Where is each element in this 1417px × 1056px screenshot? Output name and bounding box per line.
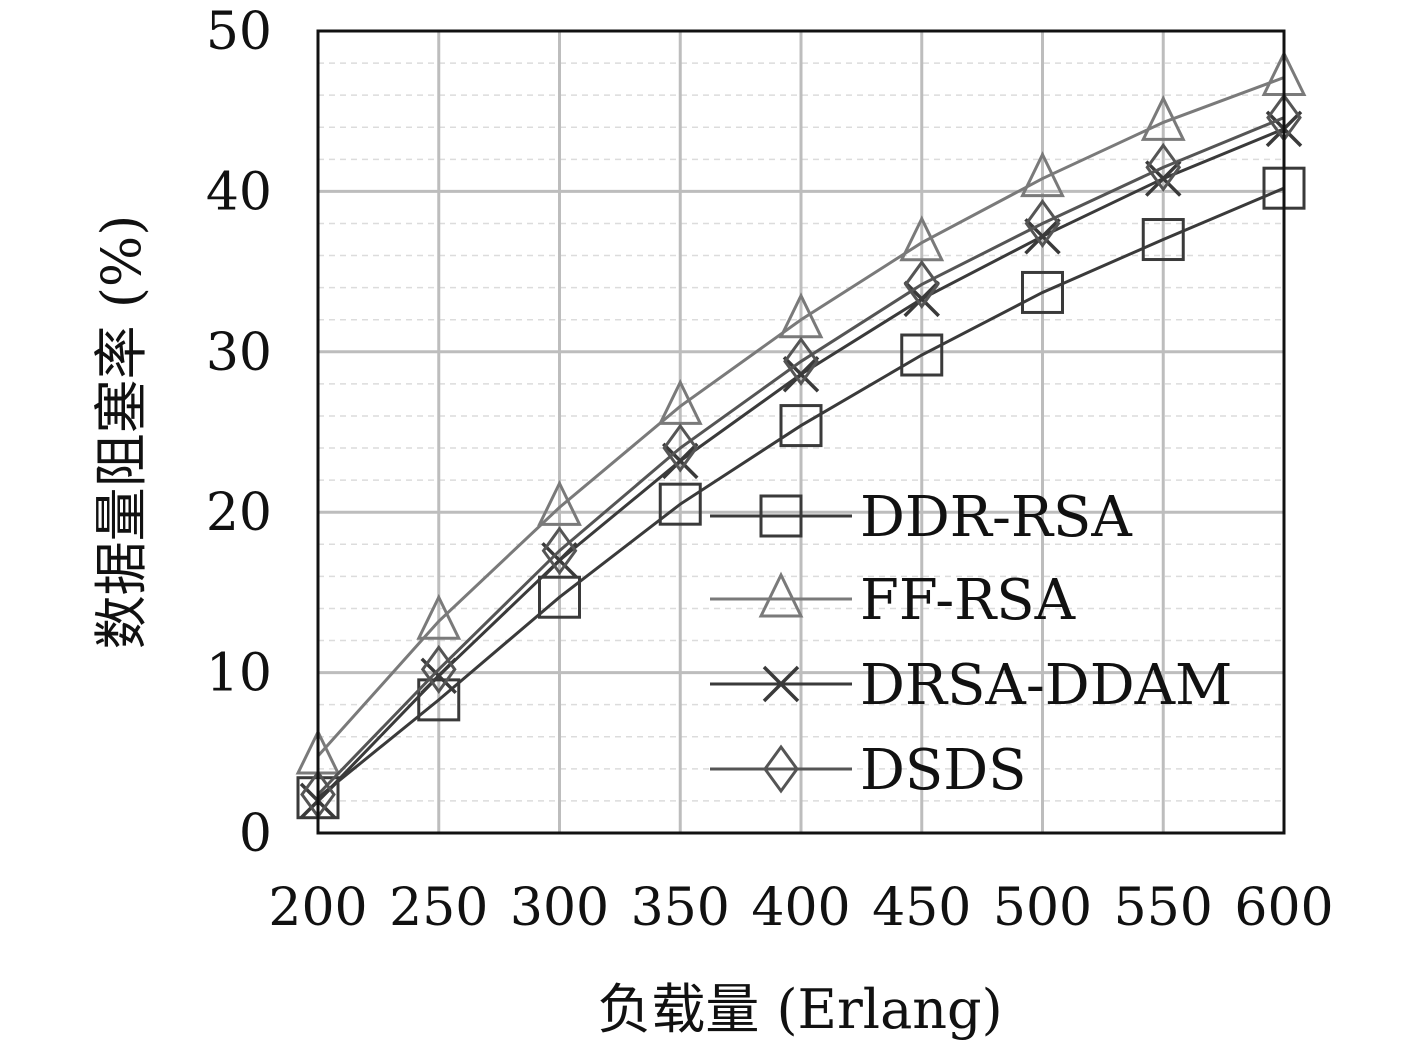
data-point-dsds	[903, 259, 940, 309]
data-point-drsa-ddam	[541, 542, 578, 579]
y-tick-label: 10	[206, 644, 272, 704]
series-ff-rsa	[295, 50, 1307, 775]
x-tick-label: 200	[268, 878, 367, 938]
data-point-drsa-ddam	[1024, 218, 1061, 255]
series-ddr-rsa	[296, 166, 1306, 820]
legend-marker	[763, 744, 799, 794]
data-point-ddr-rsa	[538, 575, 581, 619]
series-line-ff-rsa	[316, 76, 1285, 758]
data-point-ddr-rsa	[417, 678, 461, 722]
x-tick-label: 300	[510, 878, 609, 938]
legend: DDR-RSA FF-RSA DRSA-DDAM DSDS	[710, 485, 1232, 803]
x-tick-label: 400	[751, 878, 850, 938]
x-axis-label: 负载量 (Erlang)	[597, 978, 1002, 1041]
legend-label: DRSA-DDAM	[860, 653, 1232, 718]
data-point-dsds	[783, 336, 819, 386]
data-point-ddr-rsa	[900, 333, 944, 377]
data-point-dsds	[1024, 198, 1061, 249]
series-layer	[295, 50, 1307, 820]
series-line-ddr-rsa	[317, 186, 1285, 799]
legend-marker	[759, 494, 803, 538]
data-point-ff-rsa	[1020, 151, 1065, 198]
data-point-ddr-rsa	[1141, 218, 1185, 262]
legend-entry-ff-rsa: FF-RSA	[710, 568, 1076, 633]
x-tick-label: 600	[1234, 878, 1333, 938]
data-point-ff-rsa	[899, 215, 945, 262]
legend-entry-dsds: DSDS	[710, 738, 1027, 803]
y-tick-label: 0	[239, 804, 272, 864]
legend-label: FF-RSA	[860, 568, 1076, 633]
legend-marker	[762, 665, 800, 703]
data-point-ff-rsa	[416, 593, 462, 640]
legend-label: DSDS	[860, 738, 1027, 803]
x-tick-label: 500	[993, 878, 1092, 938]
legend-label: DDR-RSA	[860, 485, 1132, 550]
data-point-dsds	[1145, 142, 1182, 192]
x-tick-label: 550	[1114, 878, 1213, 938]
data-point-ddr-rsa	[779, 404, 823, 448]
data-point-dsds	[420, 644, 457, 694]
legend-marker	[758, 571, 804, 618]
data-point-ddr-rsa	[658, 482, 702, 526]
legend-entry-ddr-rsa: DDR-RSA	[710, 485, 1132, 550]
y-axis-label: 数据量阻塞率 (%)	[90, 215, 153, 650]
x-tick-label: 250	[389, 878, 488, 938]
series-line-dsds	[316, 116, 1285, 796]
data-point-ff-rsa	[537, 479, 582, 526]
data-point-drsa-ddam	[903, 280, 940, 318]
data-point-dsds	[541, 526, 578, 576]
data-point-drsa-ddam	[782, 356, 820, 393]
y-tick-label: 40	[206, 162, 272, 222]
y-tick-label: 50	[206, 2, 272, 62]
data-point-ff-rsa	[778, 292, 824, 339]
data-point-drsa-ddam	[662, 442, 699, 480]
y-tick-label: 20	[206, 483, 272, 543]
data-point-ff-rsa	[657, 378, 703, 425]
x-tick-label: 450	[872, 878, 971, 938]
data-point-ddr-rsa	[1021, 270, 1064, 314]
data-point-dsds	[662, 423, 699, 473]
tick-labels: 0 10 20 30 40 50 200 250 300 350 400 450 500 550 600	[206, 2, 1334, 938]
plot-frame	[316, 29, 1286, 835]
y-tick-label: 30	[206, 323, 272, 383]
legend-entry-drsa-ddam: DRSA-DDAM	[710, 653, 1232, 718]
data-point-ff-rsa	[1140, 95, 1186, 141]
data-point-drsa-ddam	[1145, 160, 1182, 197]
x-tick-label: 350	[631, 878, 730, 938]
